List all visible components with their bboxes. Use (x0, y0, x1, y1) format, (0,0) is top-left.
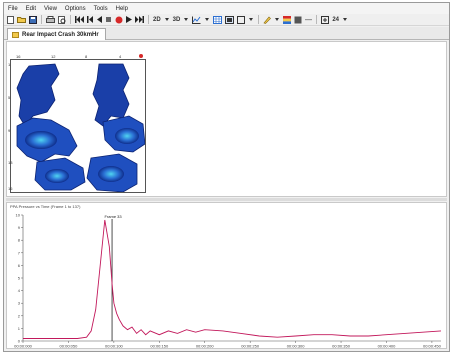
menu-tools[interactable]: Tools (93, 5, 108, 12)
settings-icon[interactable] (320, 15, 330, 24)
pressure-time-plot-pane: PPA Pressure vs Time (Frame 1 to 137) 10… (6, 202, 447, 349)
x-tick-label: 00:00:350 (332, 344, 351, 349)
y-tick-label: 9 (18, 225, 21, 230)
y-tick-label: 0 (18, 339, 21, 344)
2d-view-button[interactable]: 2D (153, 16, 161, 23)
print-preview-icon[interactable] (57, 15, 67, 24)
graph-icon[interactable] (191, 15, 202, 24)
chevron-down-icon[interactable] (273, 15, 281, 24)
highlight-icon[interactable] (262, 15, 272, 24)
pressure-region-upper-right (92, 63, 130, 127)
y-tick-label: 10 (16, 213, 21, 218)
chevron-down-icon[interactable] (341, 15, 349, 24)
pressure-map-pane: 16 12 8 4 1 5 9 13 16 (6, 41, 447, 197)
print-icon[interactable] (45, 15, 56, 24)
new-file-icon[interactable] (6, 15, 15, 24)
sensor-icon[interactable] (293, 15, 303, 24)
stop-icon[interactable] (104, 15, 113, 24)
toolbar-separator (70, 15, 71, 24)
chevron-down-icon[interactable] (163, 15, 171, 24)
toolbar-separator (316, 15, 318, 24)
y-tick-label: 1 (18, 326, 21, 331)
toolbar: 2D 3D 24 (4, 14, 449, 26)
grid-icon[interactable] (224, 15, 235, 24)
menu-options[interactable]: Options (64, 5, 86, 12)
x-tick-label: 00:00:450 (423, 344, 442, 349)
x-tick-label: 00:00:050 (60, 344, 79, 349)
step-back-icon[interactable] (86, 15, 94, 24)
tab-bar: Rear Impact Crash 30kmHr (4, 27, 449, 40)
folder-icon (12, 31, 19, 38)
heatmap-y-tick: 13 (8, 160, 13, 165)
menu-help[interactable]: Help (115, 5, 128, 12)
heatmap-y-tick: 1 (8, 62, 11, 67)
chevron-down-icon[interactable] (182, 15, 190, 24)
menu-view[interactable]: View (44, 5, 57, 12)
y-tick-label: 8 (18, 238, 21, 243)
pressure-series-line (23, 219, 442, 339)
y-tick-label: 6 (18, 263, 21, 268)
toolbar-separator (258, 15, 260, 24)
x-tick-label: 00:00:400 (378, 344, 397, 349)
heatmap-y-tick: 9 (8, 128, 11, 133)
last-frame-icon[interactable] (134, 15, 145, 24)
heatmap-x-tick: 12 (51, 54, 56, 59)
color-scale-icon[interactable] (282, 15, 292, 24)
plot-title: PPA Pressure vs Time (Frame 1 to 137) (10, 204, 81, 209)
heatmap-x-tick: 4 (119, 54, 122, 59)
3d-view-button[interactable]: 3D (172, 16, 181, 23)
heatmap-y-tick: 5 (8, 95, 11, 100)
heatmap-canvas (16, 63, 146, 193)
y-tick-label: 7 (18, 250, 21, 255)
frame-icon[interactable] (236, 15, 246, 24)
toolbar-separator (41, 15, 42, 24)
menu-file[interactable]: File (8, 5, 18, 12)
frame-marker-label: Frame 33 (104, 214, 122, 219)
chevron-down-icon[interactable] (247, 15, 255, 24)
heatmap-y-tick: 16 (8, 186, 13, 191)
play-icon[interactable] (125, 15, 133, 24)
x-tick-label: 00:00:150 (150, 344, 169, 349)
y-tick-label: 2 (18, 313, 21, 318)
x-tick-label: 00:00:100 (105, 344, 124, 349)
open-folder-icon[interactable] (16, 15, 27, 24)
x-tick-label: 00:00:250 (241, 344, 260, 349)
tab-rear-impact-crash[interactable]: Rear Impact Crash 30kmHr (7, 28, 106, 40)
pane-splitter[interactable] (6, 198, 447, 201)
y-tick-label: 5 (18, 276, 21, 281)
app-window: File Edit View Options Tools Help 2D 3D (3, 2, 450, 352)
menu-edit[interactable]: Edit (25, 5, 37, 12)
heatmap-x-tick: 8 (85, 54, 88, 59)
zoom-value[interactable]: 24 (332, 16, 340, 23)
x-tick-label: 00:00:300 (287, 344, 306, 349)
pressure-heatmap[interactable]: 16 12 8 4 1 5 9 13 16 (8, 54, 146, 193)
tab-label: Rear Impact Crash 30kmHr (22, 31, 99, 38)
minus-icon[interactable] (304, 15, 313, 24)
close-icon[interactable] (139, 54, 143, 58)
rewind-icon[interactable] (95, 15, 103, 24)
heatmap-x-tick: 16 (16, 54, 21, 59)
y-tick-label: 4 (18, 288, 21, 293)
x-tick-label: 00:00:200 (196, 344, 215, 349)
menu-bar: File Edit View Options Tools Help (4, 3, 449, 14)
pressure-region-upper-left (16, 63, 60, 127)
y-tick-label: 3 (18, 301, 21, 306)
x-tick-label: 00:00:000 (14, 344, 33, 349)
chevron-down-icon[interactable] (203, 15, 211, 24)
save-icon[interactable] (28, 15, 38, 24)
first-frame-icon[interactable] (74, 15, 85, 24)
table-icon[interactable] (212, 15, 223, 24)
toolbar-separator (148, 15, 149, 24)
record-icon[interactable] (114, 15, 124, 24)
